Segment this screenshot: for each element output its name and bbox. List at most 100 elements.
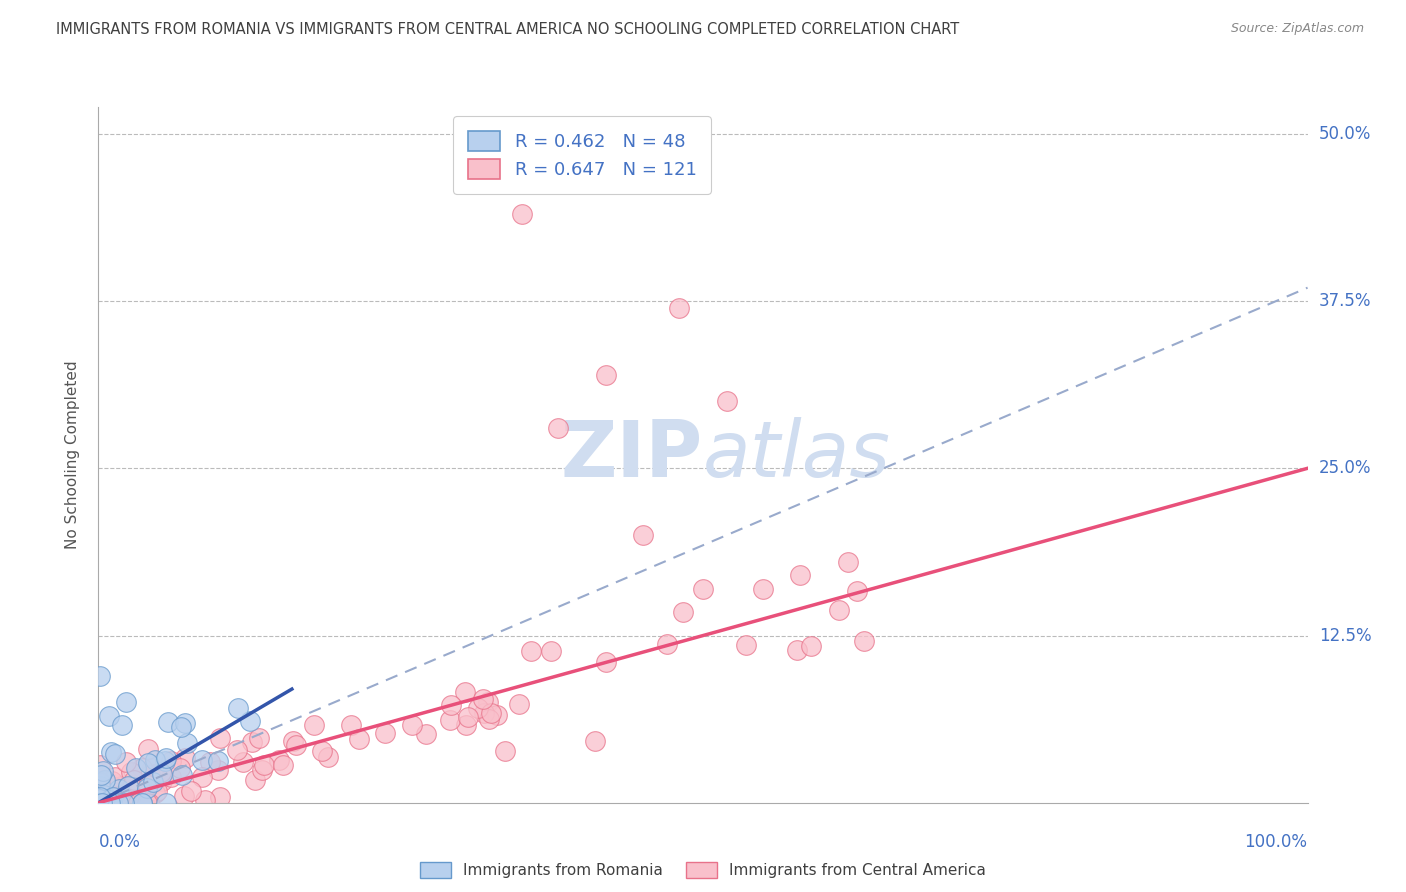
Point (131, 796, 153, 810)
Text: atlas: atlas (703, 417, 891, 493)
Point (170, 767, 193, 781)
Point (120, 796, 142, 810)
Point (131, 761, 153, 775)
Point (94, 792, 117, 806)
Point (169, 762, 191, 776)
Point (93, 775, 115, 789)
Point (153, 754, 176, 768)
Point (454, 685, 477, 699)
Point (284, 738, 307, 752)
Point (271, 758, 294, 772)
Point (91, 796, 114, 810)
Point (302, 717, 325, 731)
Point (240, 735, 263, 749)
Point (478, 713, 501, 727)
Point (110, 796, 132, 810)
Text: Source: ZipAtlas.com: Source: ZipAtlas.com (1230, 22, 1364, 36)
Point (93, 787, 115, 801)
Point (169, 720, 191, 734)
Point (508, 697, 530, 711)
Point (98, 793, 121, 807)
Point (112, 791, 135, 805)
Text: 100.0%: 100.0% (1244, 833, 1308, 851)
Point (692, 582, 714, 596)
Point (374, 725, 396, 739)
Point (97, 796, 120, 810)
Point (845, 583, 868, 598)
Point (401, 717, 423, 731)
Point (108, 781, 131, 796)
Point (89, 792, 111, 806)
Point (121, 764, 143, 779)
Point (540, 644, 562, 658)
Point (136, 778, 159, 792)
Point (752, 582, 775, 596)
Point (174, 715, 197, 730)
Point (173, 789, 195, 803)
Point (89, 779, 111, 793)
Point (207, 763, 229, 777)
Text: 25.0%: 25.0% (1319, 459, 1371, 477)
Point (347, 731, 370, 746)
Point (789, 568, 811, 582)
Point (583, 734, 606, 748)
Point (160, 770, 183, 784)
Point (155, 796, 177, 810)
Point (440, 698, 463, 712)
Point (105, 796, 128, 810)
Point (110, 779, 132, 793)
Point (107, 796, 129, 810)
Point (225, 742, 247, 756)
Point (104, 747, 127, 762)
Point (104, 796, 127, 810)
Point (93, 772, 115, 787)
Point (131, 796, 153, 810)
Point (115, 755, 138, 769)
Point (89, 791, 111, 805)
Point (91, 783, 114, 797)
Point (136, 781, 159, 796)
Point (173, 751, 195, 765)
Point (547, 421, 569, 435)
Point (93, 788, 115, 802)
Point (91, 796, 114, 810)
Point (127, 796, 149, 810)
Point (134, 796, 156, 810)
Point (105, 796, 128, 810)
Point (457, 709, 479, 723)
Point (194, 792, 217, 806)
Point (149, 764, 172, 779)
Point (125, 796, 148, 810)
Point (89, 758, 111, 772)
Point (104, 770, 127, 784)
Point (207, 754, 229, 768)
Point (145, 753, 167, 767)
Point (716, 394, 738, 409)
Point (89, 776, 111, 790)
Point (111, 796, 134, 810)
Point (93, 773, 115, 788)
Point (208, 789, 231, 804)
Point (100, 745, 122, 759)
Point (668, 301, 690, 315)
Point (339, 718, 361, 732)
Point (479, 706, 502, 721)
Point (98, 796, 121, 810)
Point (111, 796, 134, 810)
Point (89, 776, 111, 790)
Point (477, 695, 499, 709)
Point (786, 643, 808, 657)
Point (150, 774, 173, 789)
Point (96, 796, 118, 810)
Point (97, 708, 120, 723)
Point (828, 603, 851, 617)
Point (115, 780, 138, 794)
Point (94, 790, 117, 805)
Point (91, 764, 114, 778)
Point (111, 718, 134, 732)
Point (494, 744, 516, 758)
Point (112, 796, 135, 810)
Point (89, 790, 111, 805)
Point (97, 796, 120, 810)
Point (439, 713, 461, 727)
